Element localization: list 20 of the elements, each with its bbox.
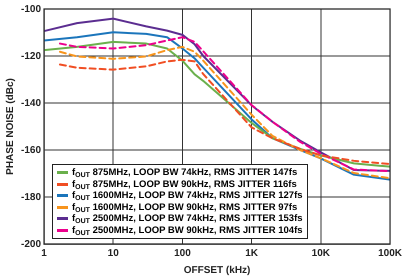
x-tick-label: 100K <box>378 248 403 259</box>
x-tick-label: 10K <box>312 248 331 259</box>
legend-label: f$_{OUT}$ 2500MHz, LOOP BW 90kHz, RMS JITTER 104fs <box>72 224 303 236</box>
x-tick-label: 1 <box>41 248 48 259</box>
y-tick-label: -120 <box>21 50 42 62</box>
y-tick-label: -100 <box>21 4 42 15</box>
y-tick-label: -140 <box>21 98 42 109</box>
x-tick-label: 1K <box>245 248 259 259</box>
x-tick-label: 10 <box>108 248 120 259</box>
y-tick-label: -160 <box>21 144 42 156</box>
legend-label: f$_{OUT}$ 1600MHz, LOOP BW 90kHz, RMS JITTER 97fs <box>72 202 298 214</box>
y-axis-title: PHASE NOISE (dBc) <box>4 78 16 175</box>
legend-label: f$_{OUT}$ 875MHz, LOOP BW 90kHz, RMS JITTER 116fs <box>72 178 297 190</box>
legend-label: f$_{OUT}$ 875MHz, LOOP BW 74kHz, RMS JITTER 147fs <box>72 167 298 179</box>
y-tick-label: -200 <box>21 238 42 250</box>
x-tick-label: 100 <box>174 248 192 259</box>
legend-label: f$_{OUT}$ 1600MHz, LOOP BW 74kHz, RMS JITTER 127fs <box>72 190 303 202</box>
y-tick-label: -180 <box>21 192 42 203</box>
x-axis-title: OFFSET (kHz) <box>184 264 250 276</box>
legend-label: f$_{OUT}$ 2500MHz, LOOP BW 74kHz, RMS JITTER 153fs <box>72 213 303 225</box>
